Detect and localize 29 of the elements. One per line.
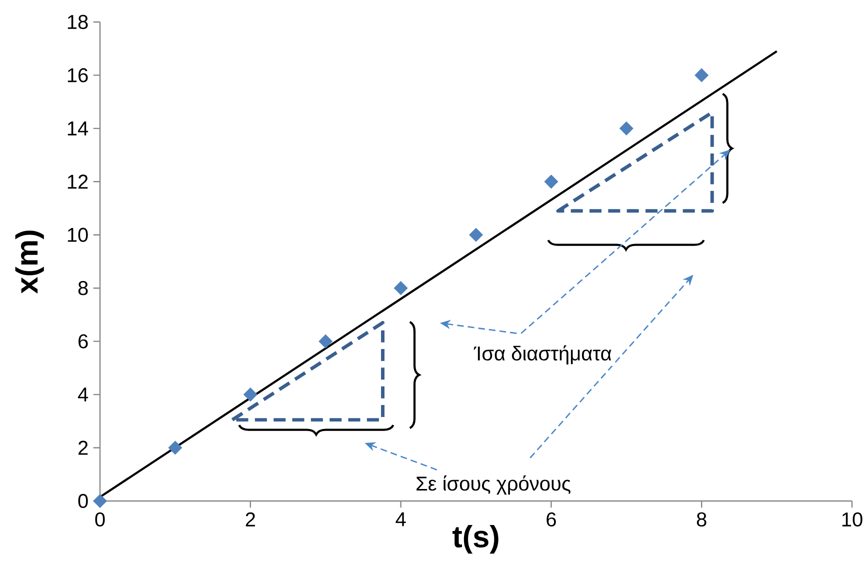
x-tick-label: 6 bbox=[546, 512, 556, 527]
y-tick-label: 14 bbox=[68, 122, 88, 136]
point bbox=[544, 174, 558, 189]
point bbox=[168, 440, 182, 455]
annotation: Ίσα διαστήματα bbox=[474, 345, 612, 364]
y-tick-label: 10 bbox=[68, 228, 88, 242]
point bbox=[394, 281, 408, 296]
point bbox=[469, 228, 483, 242]
x-tick-label: 2 bbox=[246, 512, 255, 526]
point bbox=[243, 388, 258, 402]
x-tick-label: 10 bbox=[842, 512, 862, 527]
point bbox=[619, 122, 634, 136]
annotation: Σε ίσους χρόνους bbox=[416, 475, 570, 495]
y-axis-title: x(m) bbox=[15, 230, 44, 294]
y-tick-label: 4 bbox=[78, 388, 88, 402]
x-tick-label: 0 bbox=[95, 512, 105, 527]
x-axis-title: t(s) bbox=[452, 525, 498, 554]
y-tick-label: 2 bbox=[78, 440, 88, 455]
y-tick-label: 0 bbox=[78, 494, 88, 508]
y-tick-label: 18 bbox=[68, 14, 88, 30]
y-tick-label: 12 bbox=[68, 174, 88, 189]
x-tick-label: 4 bbox=[396, 512, 406, 526]
y-tick-label: 6 bbox=[78, 334, 88, 348]
y-tick-label: 16 bbox=[68, 68, 88, 82]
point bbox=[694, 68, 709, 82]
point bbox=[318, 334, 333, 348]
y-tick-label: 8 bbox=[78, 281, 88, 296]
point bbox=[93, 494, 107, 508]
x-tick-label: 8 bbox=[696, 512, 706, 527]
